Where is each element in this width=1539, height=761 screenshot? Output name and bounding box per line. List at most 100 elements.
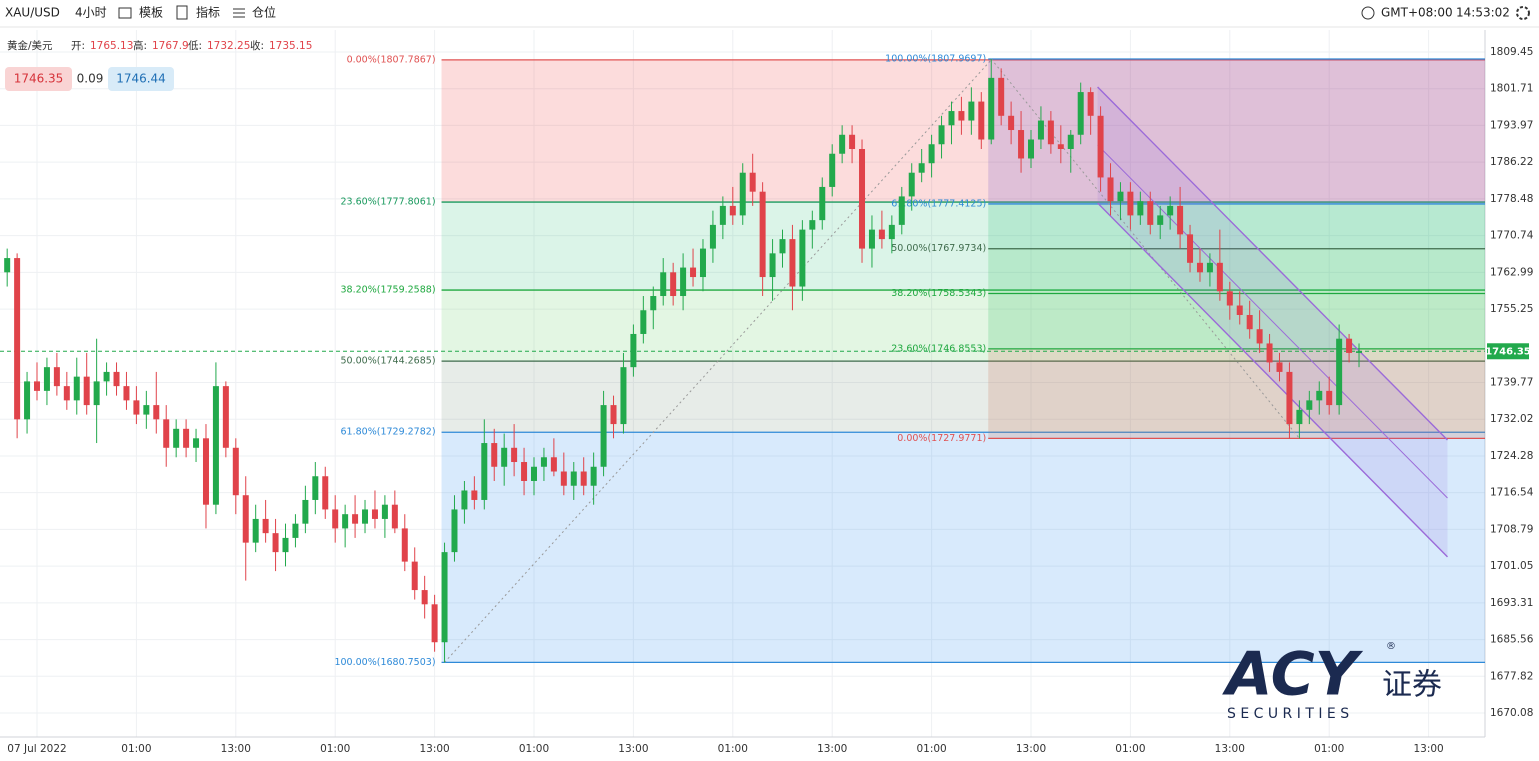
- clock: 14:53:02: [1456, 6, 1510, 20]
- candle-body: [739, 172, 746, 216]
- fib-zone: [441, 59, 1485, 203]
- candle-body: [24, 381, 31, 420]
- candle-body: [222, 386, 229, 448]
- candle-body: [193, 438, 200, 448]
- candle-body: [451, 509, 458, 553]
- candle-body: [650, 296, 657, 311]
- candle-body: [1226, 291, 1233, 306]
- y-tick-label: 1716.54: [1490, 487, 1534, 499]
- candle-body: [1336, 338, 1343, 406]
- y-tick-label: 1762.99: [1490, 266, 1533, 278]
- template-icon[interactable]: [118, 7, 132, 19]
- candle-body: [153, 405, 160, 420]
- candle-body: [580, 471, 587, 486]
- candle-body: [371, 509, 378, 519]
- sell-button[interactable]: [5, 67, 72, 91]
- position-icon[interactable]: [233, 8, 245, 18]
- candle-body: [709, 224, 716, 249]
- brand-mark: ®: [1386, 641, 1396, 652]
- x-tick-label: 13:00: [1413, 743, 1443, 755]
- fib-label: 100.00%(1680.7503): [334, 657, 435, 668]
- candle-body: [262, 518, 269, 534]
- fib-trend: [444, 59, 992, 663]
- candle-body: [640, 310, 647, 334]
- globe-icon[interactable]: [1361, 6, 1375, 20]
- candle-body: [322, 476, 329, 510]
- candle-body: [34, 381, 40, 391]
- y-tick-label: 1693.31: [1490, 597, 1533, 609]
- candle-body: [1107, 177, 1114, 202]
- candle-body: [839, 134, 846, 154]
- candle-body: [302, 499, 309, 524]
- candle-body: [4, 258, 11, 273]
- candle-body: [1018, 130, 1025, 159]
- candle-body: [1196, 262, 1203, 273]
- buy-button[interactable]: [108, 67, 174, 91]
- close-label: 收:: [250, 39, 264, 52]
- candle-body: [958, 111, 965, 121]
- candle-body: [699, 248, 706, 278]
- y-tick-label: 1677.82: [1490, 670, 1533, 682]
- candle-body: [1028, 139, 1034, 159]
- candle-body: [938, 125, 945, 145]
- candle-body: [1236, 305, 1243, 315]
- x-tick-label: 13:00: [1016, 743, 1046, 755]
- x-tick-label: 13:00: [221, 743, 251, 755]
- fib-label: 0.00%(1727.9771): [897, 433, 986, 444]
- candle-body: [481, 443, 488, 500]
- candle-body: [600, 405, 607, 467]
- candle-body: [948, 111, 955, 126]
- fib-zone: [988, 293, 1485, 349]
- low-label: 低:: [188, 39, 202, 52]
- candle-body: [531, 466, 537, 481]
- x-tick-label: 07 Jul 2022: [7, 743, 66, 755]
- candle-body: [630, 333, 637, 368]
- candle-body: [202, 438, 209, 505]
- indicators[interactable]: 指标: [196, 5, 220, 20]
- fib-label: 50.00%(1767.9734): [891, 243, 986, 254]
- candle-body: [928, 144, 935, 164]
- high-label: 高:: [133, 39, 147, 52]
- spread: 0.09: [77, 72, 104, 86]
- candle-body: [292, 523, 299, 538]
- x-tick-label: 01:00: [320, 743, 350, 755]
- candle-body: [1127, 191, 1134, 216]
- fib-label: 38.20%(1758.5343): [891, 288, 986, 299]
- x-tick-label: 01:00: [1314, 743, 1344, 755]
- candle-body: [342, 514, 349, 529]
- last-price-tag: [1487, 343, 1529, 360]
- y-tick-label: 1701.05: [1490, 560, 1533, 572]
- fib-zone: [988, 248, 1485, 294]
- candle-body: [232, 447, 239, 496]
- buy-price[interactable]: 1746.44: [116, 72, 166, 86]
- candle-body: [859, 148, 866, 249]
- candle-body: [878, 229, 885, 240]
- timezone[interactable]: GMT+08:00: [1381, 6, 1453, 20]
- y-tick-label: 1670.08: [1490, 707, 1533, 719]
- candle-body: [73, 376, 80, 401]
- settings-icon[interactable]: [1516, 6, 1530, 20]
- sell-price[interactable]: 1746.35: [14, 72, 64, 86]
- fib-zone: [441, 432, 1485, 663]
- symbol[interactable]: XAU/USD: [5, 6, 60, 20]
- y-tick-label: 1809.45: [1490, 46, 1533, 58]
- interval[interactable]: 4小时: [75, 6, 107, 20]
- watermark: ACY ® 证券 S E C U R I T I E S: [1222, 640, 1442, 722]
- candle-body: [1356, 351, 1363, 353]
- candle-body: [381, 504, 388, 519]
- candle-body: [411, 561, 418, 591]
- candle-body: [719, 205, 726, 225]
- template[interactable]: 模板: [139, 6, 163, 20]
- indicator-icon[interactable]: [176, 5, 188, 20]
- y-tick-label: 1786.22: [1490, 156, 1533, 168]
- instrument-name: 黄金/美元: [7, 39, 53, 52]
- candle-body: [1037, 120, 1044, 140]
- positions[interactable]: 仓位: [252, 5, 276, 20]
- candle-body: [521, 462, 528, 481]
- candle-body: [998, 77, 1005, 116]
- candle-body: [1087, 92, 1094, 116]
- candle-body: [391, 504, 398, 529]
- x-tick-label: 01:00: [718, 743, 748, 755]
